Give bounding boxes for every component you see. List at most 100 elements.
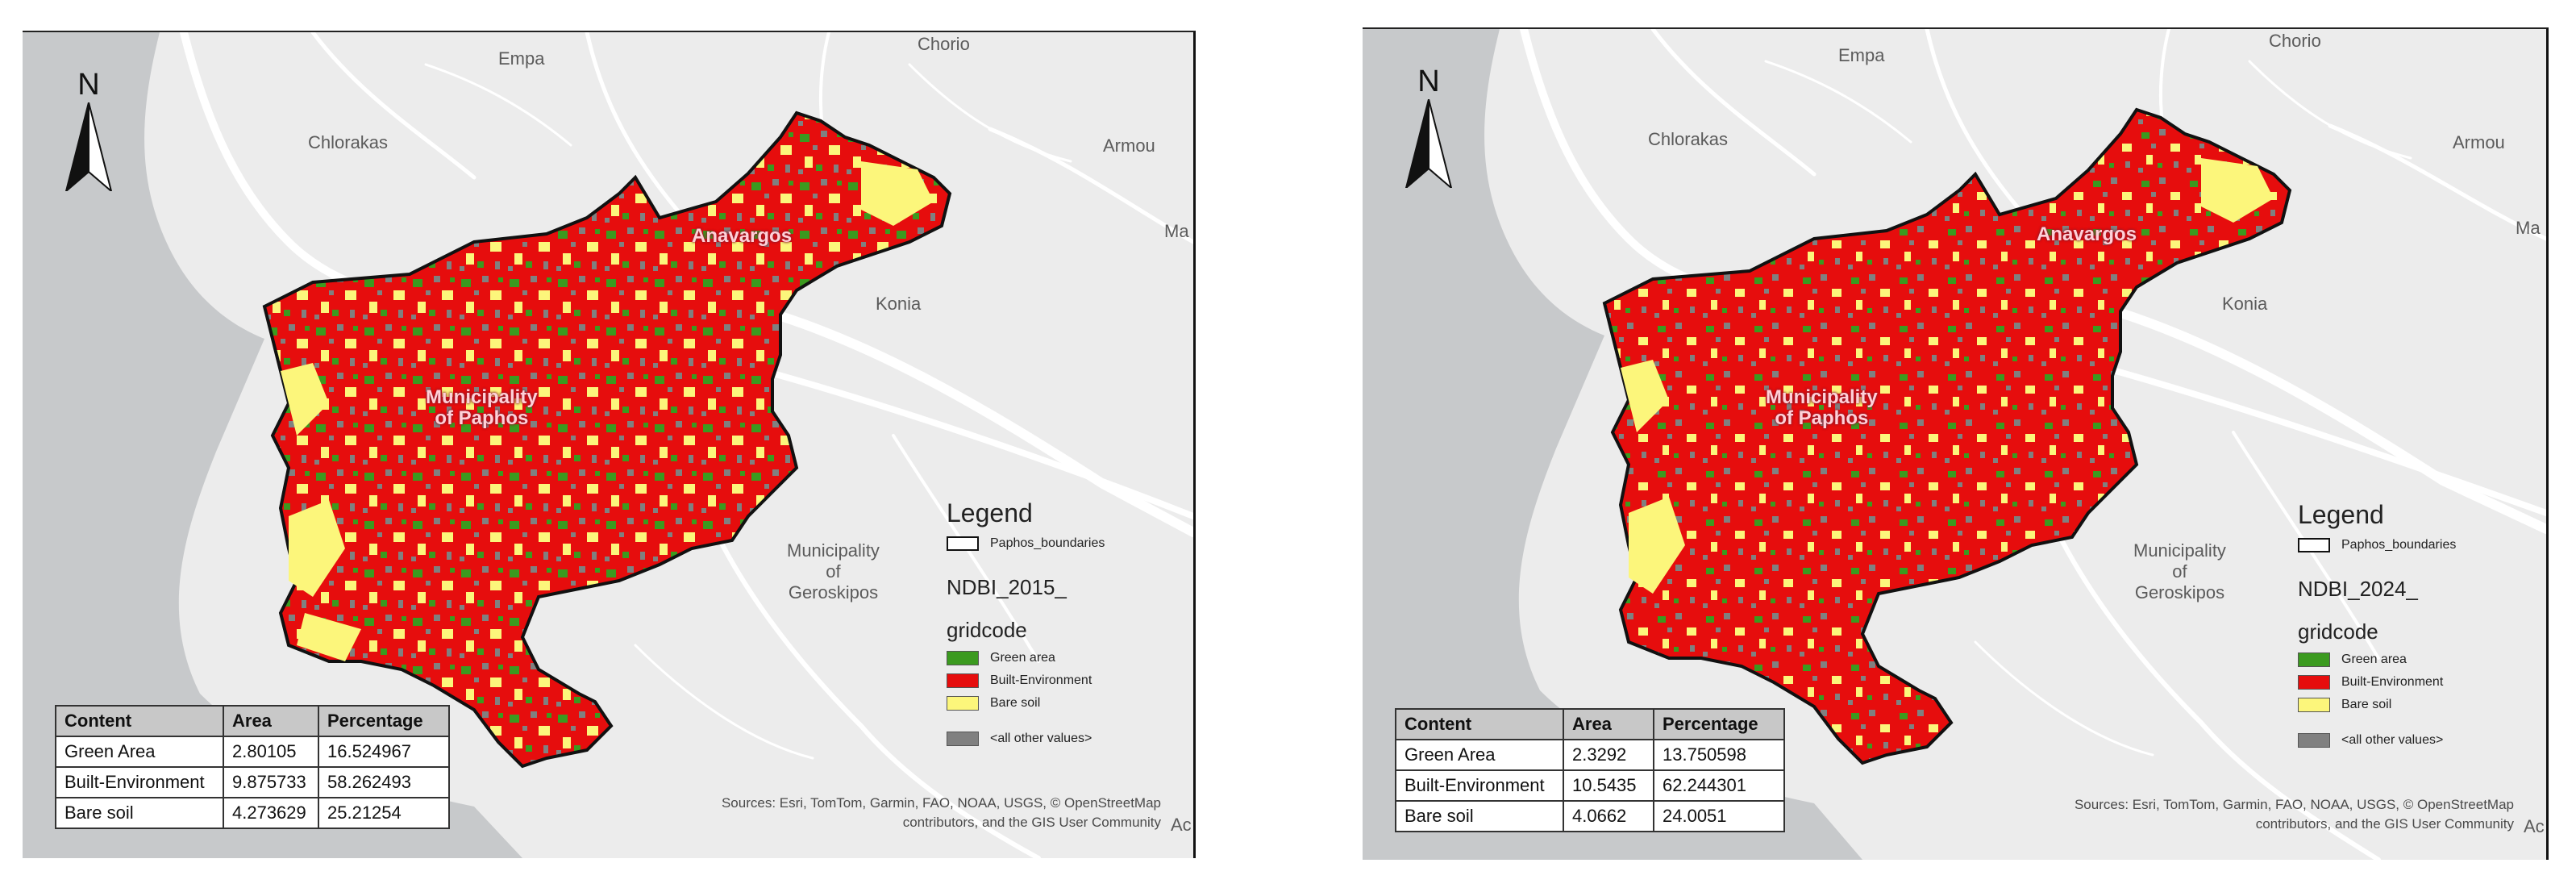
table-cell: 4.273629 bbox=[223, 797, 319, 829]
place-label-muni-geroskipos: Municipality of Geroskipos bbox=[787, 540, 880, 603]
place-label-chlorakas: Chlorakas bbox=[1648, 129, 1729, 149]
place-label-konia: Konia bbox=[876, 294, 922, 314]
place-label-muni-paphos: Municipality of Paphos bbox=[1766, 387, 1878, 429]
table-cell: Bare soil bbox=[1395, 800, 1564, 832]
legend-class-row: <all other values> bbox=[947, 732, 1105, 746]
table-row: Green Area 2.3292 13.750598 bbox=[1395, 739, 1785, 771]
table-cell: 16.524967 bbox=[318, 736, 450, 768]
legend-class-row: Green area bbox=[947, 651, 1105, 665]
legend: Legend Paphos_boundaries NDBI_2024_ grid… bbox=[2298, 500, 2456, 748]
table-cell: 2.3292 bbox=[1563, 739, 1654, 771]
legend-class-row: Bare soil bbox=[2298, 698, 2456, 712]
table-cell: Built-Environment bbox=[1395, 769, 1564, 802]
legend-boundary-swatch bbox=[2298, 538, 2330, 552]
table-header-row: Content Area Percentage bbox=[1395, 708, 1785, 740]
place-label-chlorakas: Chlorakas bbox=[308, 132, 389, 152]
legend-class-label: <all other values> bbox=[2341, 733, 2444, 747]
attribution-line-1: Sources: Esri, TomTom, Garmin, FAO, NOAA… bbox=[721, 795, 1161, 811]
paphos-boundary bbox=[1602, 107, 2292, 765]
legend-field-name: gridcode bbox=[947, 618, 1027, 642]
table-cell: Bare soil bbox=[55, 797, 224, 829]
paphos-boundary bbox=[262, 110, 952, 769]
place-label-anavargos: Anavargos bbox=[2037, 223, 2137, 245]
place-label-ac: Ac bbox=[2524, 816, 2545, 836]
muni-paphos-line-1: Municipality bbox=[1766, 386, 1878, 408]
table-row: Built-Environment 9.875733 58.262493 bbox=[55, 766, 450, 798]
table-cell: 10.5435 bbox=[1563, 769, 1654, 802]
legend-boundary-row: Paphos_boundaries bbox=[947, 536, 1105, 551]
muni-paphos-line-2: of Paphos bbox=[435, 407, 529, 429]
north-letter: N bbox=[1417, 65, 1440, 98]
table-cell: 25.21254 bbox=[318, 797, 450, 829]
place-label-ma: Ma bbox=[2516, 218, 2541, 238]
table-cell: 4.0662 bbox=[1563, 800, 1654, 832]
legend-class-label: Bare soil bbox=[990, 696, 1041, 710]
geroskipos-line-3: Geroskipos bbox=[788, 582, 879, 602]
geroskipos-line-1: Municipality bbox=[2133, 540, 2226, 561]
muni-paphos-line-1: Municipality bbox=[426, 386, 538, 408]
legend: Legend Paphos_boundaries NDBI_2015_ grid… bbox=[947, 498, 1105, 746]
legend-swatch-green bbox=[947, 651, 979, 665]
legend-class-label: Bare soil bbox=[2341, 698, 2392, 711]
place-label-muni-geroskipos: Municipality of Geroskipos bbox=[2133, 540, 2226, 603]
legend-class-label: Green area bbox=[2341, 652, 2407, 666]
legend-class-row: Green area bbox=[2298, 652, 2456, 667]
table-cell: 9.875733 bbox=[223, 766, 319, 798]
legend-class-label: Green area bbox=[990, 651, 1055, 665]
legend-title: Legend bbox=[2298, 500, 2384, 529]
place-label-empa: Empa bbox=[1838, 45, 1885, 65]
north-arrow: N bbox=[1405, 65, 1453, 192]
stats-table: Content Area Percentage Green Area 2.329… bbox=[1395, 708, 1785, 832]
map-panel-2015[interactable]: Empa Chorio Chlorakas Armou Ma Konia Ana… bbox=[23, 31, 1196, 858]
legend-swatch-other bbox=[947, 732, 979, 746]
table-row: Bare soil 4.273629 25.21254 bbox=[55, 797, 450, 829]
legend-class-label: Built-Environment bbox=[990, 673, 1092, 687]
geroskipos-line-2: of bbox=[826, 561, 841, 582]
geroskipos-line-2: of bbox=[2172, 561, 2187, 582]
legend-layer-name: NDBI_2015_ bbox=[947, 575, 1067, 599]
legend-swatch-built bbox=[2298, 675, 2330, 690]
legend-class-row: Built-Environment bbox=[947, 673, 1105, 688]
table-header: Content bbox=[55, 705, 224, 737]
table-row: Green Area 2.80105 16.524967 bbox=[55, 736, 450, 768]
north-arrow: N bbox=[65, 68, 113, 195]
legend-field-name: gridcode bbox=[2298, 619, 2378, 644]
map-panel-2024[interactable]: Empa Chorio Chlorakas Armou Ma Konia Ana… bbox=[1363, 27, 2549, 860]
legend-boundary-row: Paphos_boundaries bbox=[2298, 538, 2456, 552]
legend-class-label: <all other values> bbox=[990, 732, 1092, 745]
table-cell: 58.262493 bbox=[318, 766, 450, 798]
place-label-armou: Armou bbox=[1103, 135, 1155, 156]
muni-paphos-line-2: of Paphos bbox=[1775, 407, 1869, 429]
legend-swatch-built bbox=[947, 673, 979, 688]
legend-class-row: Bare soil bbox=[947, 696, 1105, 711]
legend-boundary-label: Paphos_boundaries bbox=[990, 536, 1105, 550]
geroskipos-line-1: Municipality bbox=[787, 540, 880, 561]
basemap bbox=[1363, 29, 2546, 860]
legend-boundary-label: Paphos_boundaries bbox=[2341, 538, 2457, 552]
table-cell: 2.80105 bbox=[223, 736, 319, 768]
legend-swatch-bare bbox=[2298, 698, 2330, 712]
table-cell: 62.244301 bbox=[1653, 769, 1785, 802]
north-arrow-icon bbox=[65, 102, 113, 194]
legend-boundary-swatch bbox=[947, 536, 979, 551]
place-label-armou: Armou bbox=[2453, 132, 2505, 152]
table-header-row: Content Area Percentage bbox=[55, 705, 450, 737]
attribution-line-1: Sources: Esri, TomTom, Garmin, FAO, NOAA… bbox=[2074, 797, 2514, 812]
attribution: Sources: Esri, TomTom, Garmin, FAO, NOAA… bbox=[2075, 795, 2514, 834]
attribution-line-2: contributors, and the GIS User Community bbox=[902, 815, 1161, 830]
stats-table: Content Area Percentage Green Area 2.801… bbox=[55, 705, 450, 829]
table-cell: Built-Environment bbox=[55, 766, 224, 798]
legend-swatch-bare bbox=[947, 696, 979, 711]
place-label-empa: Empa bbox=[498, 48, 545, 69]
north-letter: N bbox=[77, 68, 100, 102]
table-header: Area bbox=[223, 705, 319, 737]
table-header: Percentage bbox=[318, 705, 450, 737]
table-cell: 24.0051 bbox=[1653, 800, 1785, 832]
geroskipos-line-3: Geroskipos bbox=[2134, 582, 2225, 602]
table-row: Built-Environment 10.5435 62.244301 bbox=[1395, 769, 1785, 802]
table-header: Percentage bbox=[1653, 708, 1785, 740]
table-header: Content bbox=[1395, 708, 1564, 740]
place-label-ma: Ma bbox=[1164, 221, 1189, 241]
legend-swatch-other bbox=[2298, 733, 2330, 748]
attribution: Sources: Esri, TomTom, Garmin, FAO, NOAA… bbox=[722, 794, 1161, 832]
